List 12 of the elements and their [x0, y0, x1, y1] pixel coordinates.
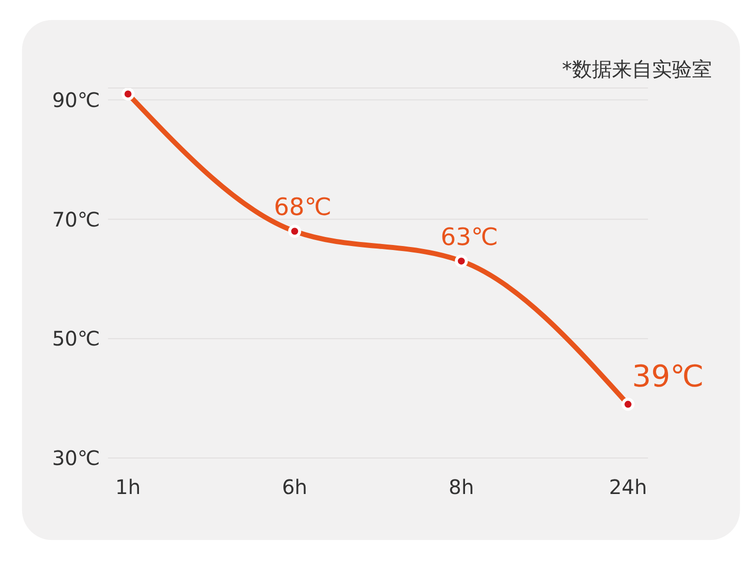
y-tick-label: 50℃: [52, 326, 100, 351]
y-tick-label: 70℃: [52, 207, 100, 232]
x-tick-label: 6h: [282, 475, 308, 500]
x-tick-label: 8h: [448, 475, 474, 500]
x-tick-label: 24h: [608, 475, 648, 500]
data-label: 63℃: [440, 223, 498, 252]
data-label: 39℃: [632, 359, 704, 394]
text: *数据来自实验室: [562, 56, 712, 83]
y-tick-label: 90℃: [52, 88, 100, 112]
data-label: 68℃: [274, 193, 332, 222]
y-tick-label: 30℃: [52, 446, 100, 470]
x-tick-label: 1h: [115, 475, 141, 500]
